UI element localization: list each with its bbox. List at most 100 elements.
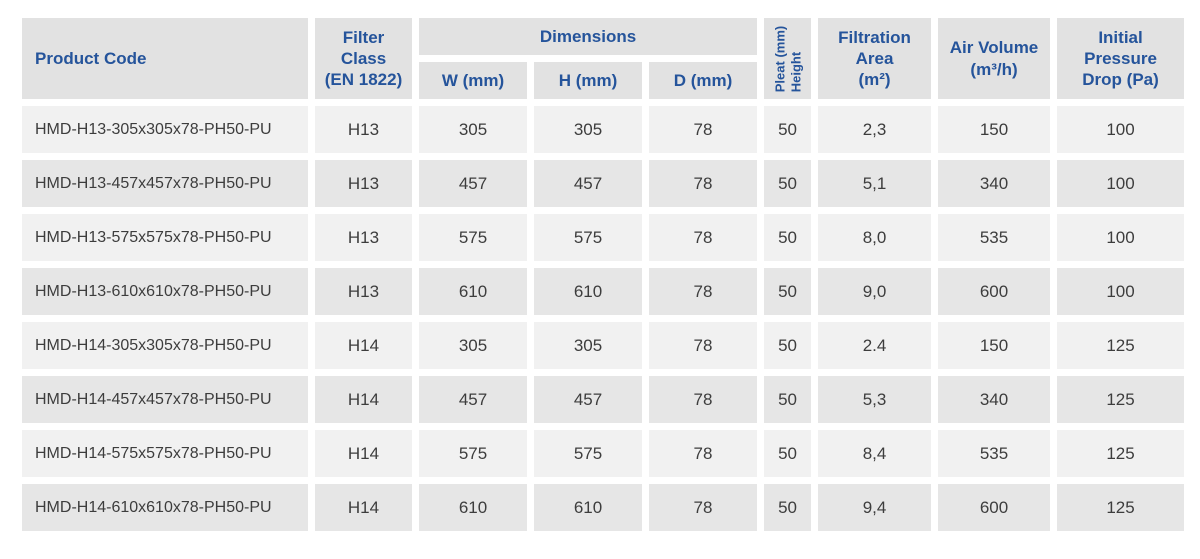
- cell-pleat: 50: [764, 430, 812, 477]
- cell-pressure-drop: 125: [1057, 430, 1185, 477]
- table-header: Product Code Filter Class (EN 1822) Dime…: [22, 18, 1185, 99]
- table-row: HMD-H14-305x305x78-PH50-PU H14 305 305 78 50 2…: [22, 322, 1185, 369]
- table-row: HMD-H13-575x575x78-PH50-PU H13 575 575 78 50 8…: [22, 214, 1185, 261]
- cell-filter-class: H13: [315, 106, 412, 153]
- cell-h: 457: [534, 160, 642, 207]
- cell-air-volume: 600: [938, 268, 1051, 315]
- spec-table: Product Code Filter Class (EN 1822) Dime…: [15, 11, 1191, 538]
- cell-h: 610: [534, 268, 642, 315]
- header-filtration-area: Filtration Area (m²): [818, 18, 932, 99]
- header-width: W (mm): [419, 62, 527, 99]
- cell-w: 457: [419, 160, 527, 207]
- cell-air-volume: 340: [938, 160, 1051, 207]
- cell-filter-class: H13: [315, 268, 412, 315]
- cell-air-volume: 535: [938, 214, 1051, 261]
- cell-pressure-drop: 100: [1057, 106, 1185, 153]
- header-filter-class-line2: (EN 1822): [324, 70, 403, 90]
- cell-h: 575: [534, 430, 642, 477]
- cell-filtration-area: 9,0: [818, 268, 932, 315]
- header-air-volume-line2: (m³/h): [970, 59, 1018, 79]
- cell-filter-class: H14: [315, 484, 412, 531]
- table-row: HMD-H14-610x610x78-PH50-PU H14 610 610 78 50 9…: [22, 484, 1185, 531]
- cell-h: 305: [534, 106, 642, 153]
- cell-product-code: HMD-H14-610x610x78-PH50-PU: [22, 484, 308, 531]
- cell-filter-class: H13: [315, 160, 412, 207]
- cell-pressure-drop: 125: [1057, 322, 1185, 369]
- header-depth: D (mm): [649, 62, 758, 99]
- cell-w: 610: [419, 268, 527, 315]
- header-height: H (mm): [534, 62, 642, 99]
- cell-filter-class: H13: [315, 214, 412, 261]
- cell-filter-class: H14: [315, 322, 412, 369]
- table-row: HMD-H14-457x457x78-PH50-PU H14 457 457 78 50 5…: [22, 376, 1185, 423]
- header-pressure-line2: Drop (Pa): [1082, 70, 1159, 90]
- cell-pressure-drop: 100: [1057, 268, 1185, 315]
- cell-pressure-drop: 100: [1057, 214, 1185, 261]
- cell-filtration-area: 5,3: [818, 376, 932, 423]
- cell-product-code: HMD-H14-457x457x78-PH50-PU: [22, 376, 308, 423]
- cell-d: 78: [649, 214, 758, 261]
- cell-d: 78: [649, 106, 758, 153]
- header-filtration-line1: Filtration: [838, 27, 911, 47]
- cell-w: 610: [419, 484, 527, 531]
- cell-d: 78: [649, 430, 758, 477]
- cell-d: 78: [649, 376, 758, 423]
- cell-product-code: HMD-H13-610x610x78-PH50-PU: [22, 268, 308, 315]
- cell-h: 305: [534, 322, 642, 369]
- header-filtration-line3: (m²): [858, 70, 891, 90]
- cell-pleat: 50: [764, 106, 812, 153]
- cell-pleat: 50: [764, 322, 812, 369]
- page: Product Code Filter Class (EN 1822) Dime…: [15, 11, 1191, 538]
- cell-w: 575: [419, 214, 527, 261]
- cell-product-code: HMD-H14-305x305x78-PH50-PU: [22, 322, 308, 369]
- cell-h: 457: [534, 376, 642, 423]
- header-dimensions-label: Dimensions: [539, 26, 637, 46]
- cell-filter-class: H14: [315, 430, 412, 477]
- header-pressure-drop: Initial Pressure Drop (Pa): [1057, 18, 1185, 99]
- cell-air-volume: 150: [938, 322, 1051, 369]
- header-air-volume-line1: Air Volume: [949, 38, 1039, 58]
- cell-filtration-area: 2,3: [818, 106, 932, 153]
- cell-d: 78: [649, 160, 758, 207]
- cell-product-code: HMD-H13-457x457x78-PH50-PU: [22, 160, 308, 207]
- cell-air-volume: 150: [938, 106, 1051, 153]
- cell-w: 305: [419, 106, 527, 153]
- cell-pressure-drop: 125: [1057, 484, 1185, 531]
- table-row: HMD-H13-305x305x78-PH50-PU H13 305 305 78 50 2…: [22, 106, 1185, 153]
- cell-w: 457: [419, 376, 527, 423]
- table-row: HMD-H14-575x575x78-PH50-PU H14 575 575 78 50 8…: [22, 430, 1185, 477]
- cell-pleat: 50: [764, 376, 812, 423]
- cell-air-volume: 340: [938, 376, 1051, 423]
- cell-pleat: 50: [764, 268, 812, 315]
- cell-product-code: HMD-H14-575x575x78-PH50-PU: [22, 430, 308, 477]
- header-filter-class: Filter Class (EN 1822): [315, 18, 412, 99]
- cell-filtration-area: 8,0: [818, 214, 932, 261]
- cell-w: 305: [419, 322, 527, 369]
- header-product-code-label: Product Code: [35, 48, 147, 68]
- cell-air-volume: 600: [938, 484, 1051, 531]
- header-filter-class-line1: Filter Class: [340, 27, 387, 68]
- header-pleat-line2: Height: [787, 51, 803, 92]
- cell-d: 78: [649, 268, 758, 315]
- cell-filtration-area: 2.4: [818, 322, 932, 369]
- cell-pleat: 50: [764, 484, 812, 531]
- cell-product-code: HMD-H13-575x575x78-PH50-PU: [22, 214, 308, 261]
- cell-product-code: HMD-H13-305x305x78-PH50-PU: [22, 106, 308, 153]
- cell-filtration-area: 5,1: [818, 160, 932, 207]
- header-pleat-line1: Pleat (mm): [771, 25, 787, 92]
- header-product-code: Product Code: [22, 18, 308, 99]
- cell-air-volume: 535: [938, 430, 1051, 477]
- pleat-rotated-label: Pleat (mm) Height: [772, 25, 803, 91]
- cell-h: 575: [534, 214, 642, 261]
- cell-pressure-drop: 125: [1057, 376, 1185, 423]
- header-filtration-line2: Area: [855, 48, 894, 68]
- cell-filter-class: H14: [315, 376, 412, 423]
- cell-pleat: 50: [764, 160, 812, 207]
- cell-filtration-area: 9,4: [818, 484, 932, 531]
- header-pleat-height: Pleat (mm) Height: [764, 18, 812, 99]
- header-pressure-line1: Initial Pressure: [1084, 27, 1157, 68]
- cell-pleat: 50: [764, 214, 812, 261]
- table-row: HMD-H13-610x610x78-PH50-PU H13 610 610 78 50 9…: [22, 268, 1185, 315]
- cell-d: 78: [649, 322, 758, 369]
- cell-h: 610: [534, 484, 642, 531]
